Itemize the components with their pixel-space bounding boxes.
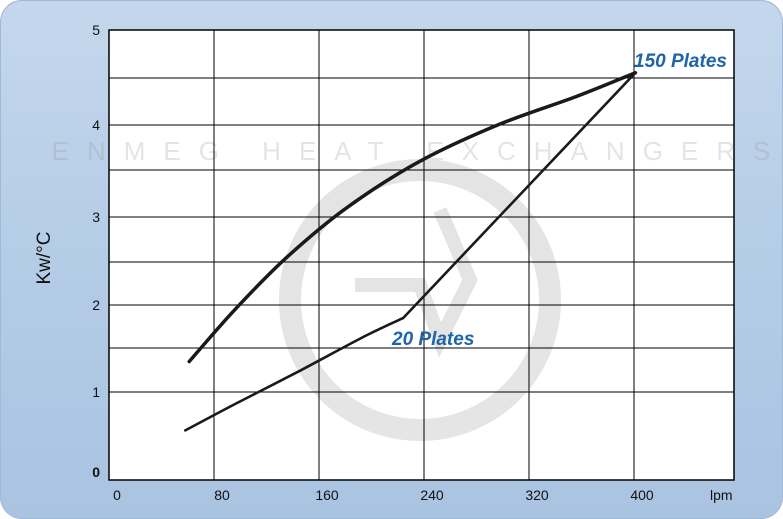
y-tick-label: 5: [92, 22, 100, 38]
series-line-20-plates: [184, 71, 637, 432]
x-tick-label: 400: [630, 487, 654, 503]
x-tick-label: 0: [113, 487, 121, 503]
plot-area: [109, 30, 734, 480]
y-tick-label: 2: [92, 297, 100, 313]
y-tick-label: 1: [92, 384, 100, 400]
x-tick-label: 160: [315, 487, 339, 503]
y-tick-label: 0: [92, 464, 100, 480]
series-label-150-plates: 150 Plates: [634, 51, 727, 72]
series-label-20-plates: 20 Plates: [391, 329, 474, 350]
series-line-150-plates: [187, 71, 638, 364]
x-tick-label: 80: [214, 487, 230, 503]
series-layer: [184, 71, 638, 432]
y-tick-label: 3: [92, 209, 100, 225]
y-axis-label: Kw/°C: [34, 232, 55, 285]
plot-border: [108, 29, 735, 481]
tick-labels: 0 80 160 240 320 400 0 1 2 3 4 5: [92, 22, 654, 503]
x-tick-label: 240: [420, 487, 444, 503]
y-tick-label: 4: [92, 117, 100, 133]
x-tick-label: 320: [525, 487, 549, 503]
watermark-text: ENMEG HEAT EXCHANGERS: [52, 136, 783, 166]
x-unit-label: lpm: [710, 487, 733, 503]
